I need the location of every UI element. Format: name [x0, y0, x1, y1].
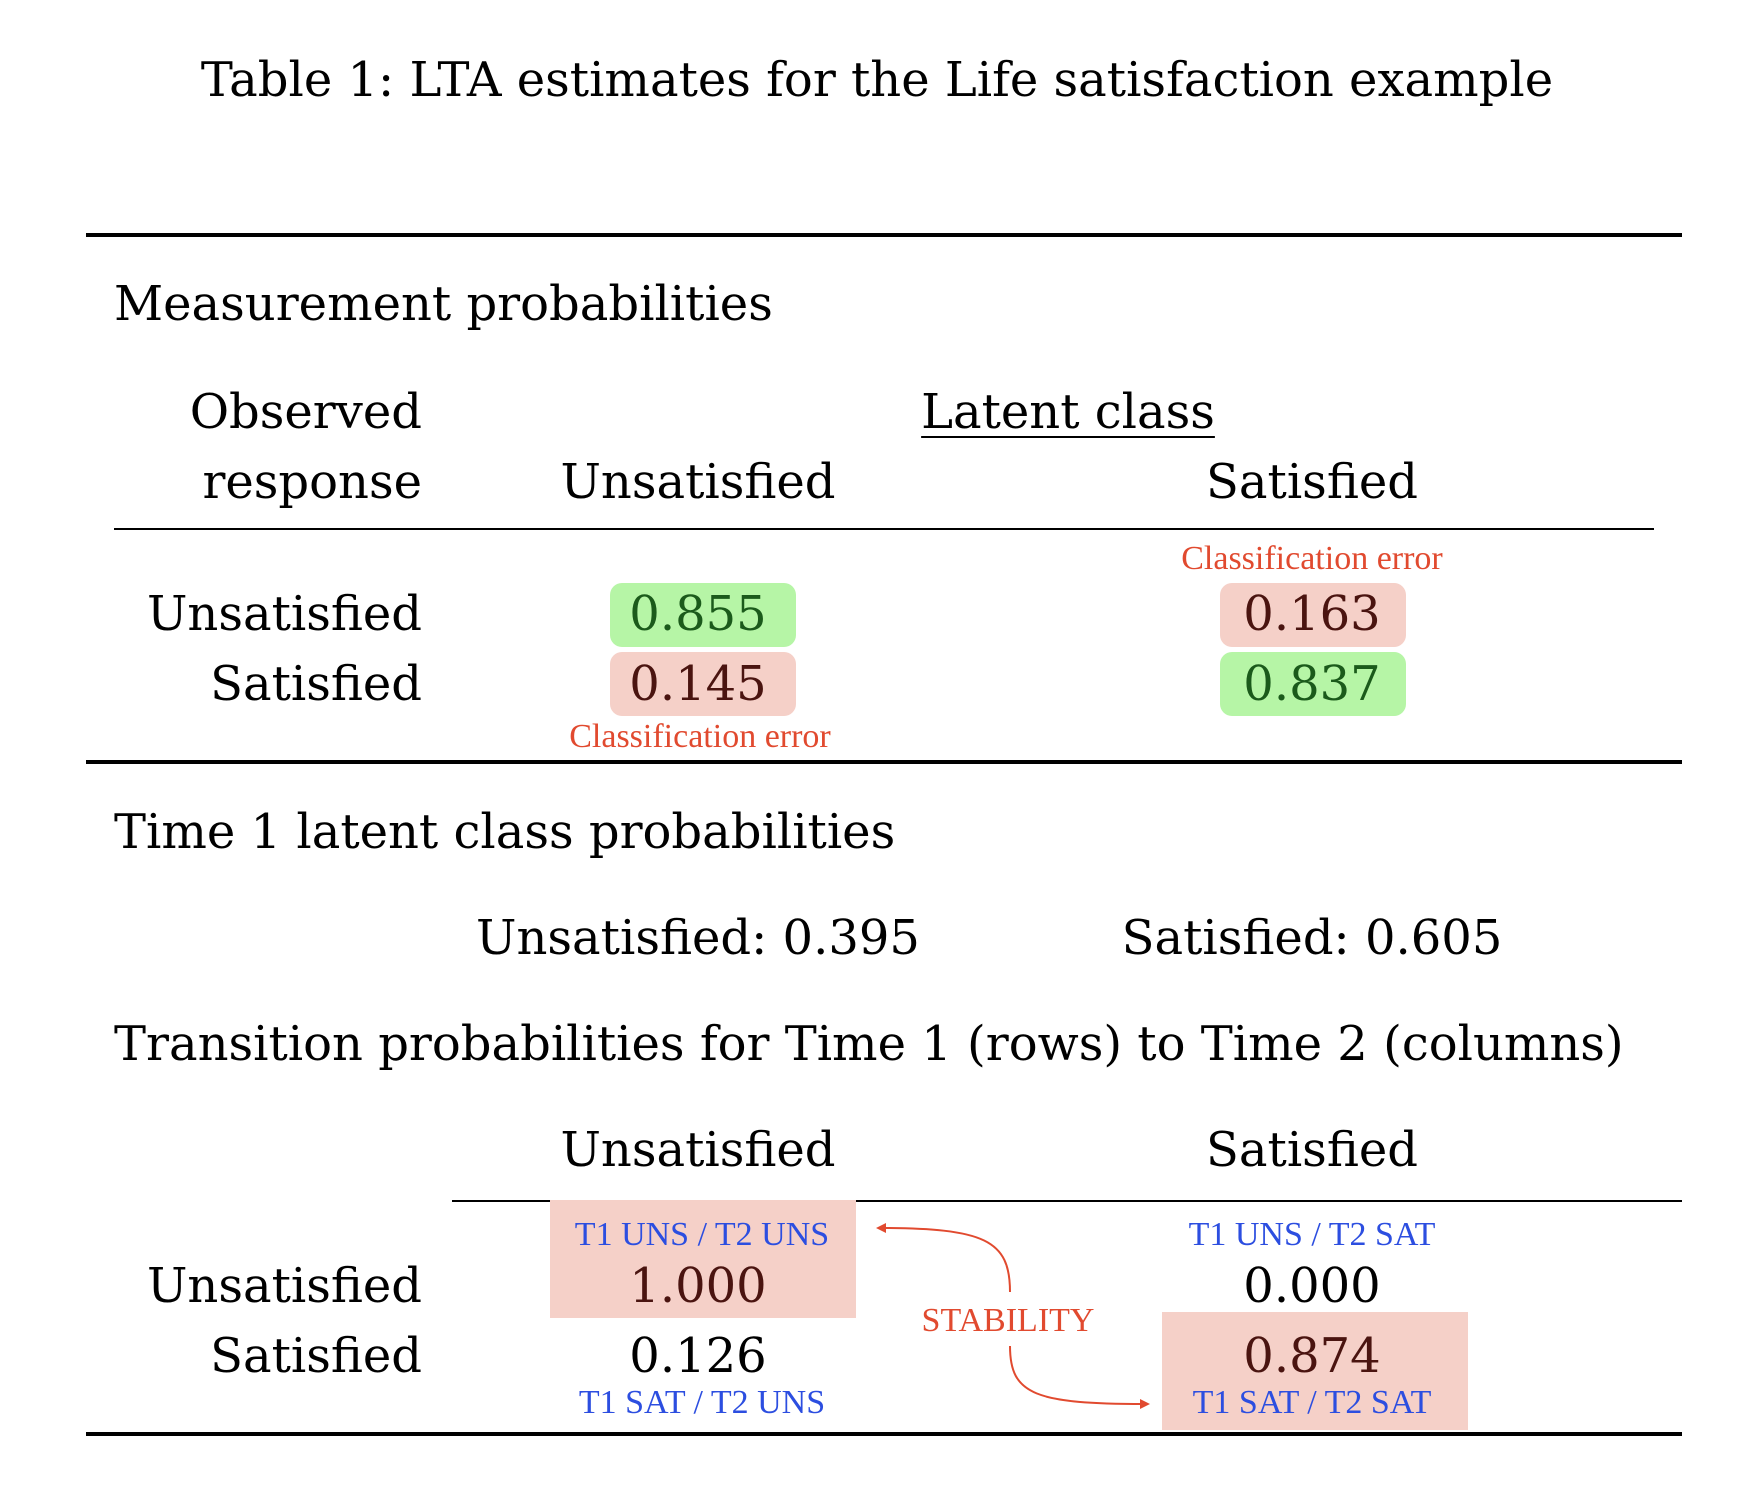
- transition-section-title: Transition probabilities for Time 1 (row…: [114, 1016, 1624, 1072]
- measurement-col-satisfied: Satisfied: [1206, 454, 1418, 510]
- stability-arrow-down: [1009, 1345, 1150, 1409]
- measurement-value-sat-uns: 0.145: [629, 656, 767, 712]
- classification-error-highlight: [610, 652, 796, 716]
- transition-label-sat-uns: T1 SAT / T2 UNS: [578, 1384, 826, 1421]
- measurement-row-unsatisfied: Unsatisfied: [146, 586, 422, 642]
- transition-header-rule: [452, 1200, 1682, 1202]
- transition-value-uns-uns: 1.000: [629, 1258, 767, 1314]
- measurement-value-sat-sat: 0.837: [1243, 656, 1381, 712]
- classification-error-annotation-bottom: Classification error: [569, 718, 831, 755]
- measurement-col-unsatisfied: Unsatisfied: [560, 454, 836, 510]
- transition-label-uns-uns: T1 UNS / T2 UNS: [574, 1216, 830, 1253]
- transition-value-sat-sat: 0.874: [1243, 1328, 1381, 1384]
- measurement-row-satisfied: Satisfied: [210, 656, 422, 712]
- stability-highlight: [550, 1200, 856, 1318]
- row-header-line1: Observed: [189, 384, 422, 440]
- latent-class-header: Latent class: [921, 384, 1215, 440]
- transition-row-satisfied: Satisfied: [210, 1328, 422, 1384]
- transition-col-unsatisfied: Unsatisfied: [560, 1122, 836, 1178]
- measurement-header-rule: [114, 528, 1654, 530]
- transition-value-sat-uns: 0.126: [629, 1328, 767, 1384]
- correct-classification-highlight: [610, 583, 796, 647]
- time1-satisfied: Satisfied: 0.605: [1121, 910, 1503, 966]
- stability-highlight: [1162, 1312, 1468, 1430]
- table-bottom-rule: [86, 1432, 1682, 1436]
- correct-classification-highlight: [1220, 652, 1406, 716]
- transition-col-satisfied: Satisfied: [1206, 1122, 1418, 1178]
- row-header-line2: response: [202, 454, 422, 510]
- time1-unsatisfied: Unsatisfied: 0.395: [476, 910, 920, 966]
- transition-label-sat-sat: T1 SAT / T2 SAT: [1192, 1384, 1432, 1421]
- transition-label-uns-sat: T1 UNS / T2 SAT: [1188, 1216, 1436, 1253]
- section-rule: [86, 760, 1682, 764]
- time1-section-title: Time 1 latent class probabilities: [114, 804, 896, 860]
- measurement-value-uns-uns: 0.855: [629, 586, 767, 642]
- transition-value-uns-sat: 0.000: [1243, 1258, 1381, 1314]
- stability-arrow-up: [876, 1223, 1011, 1293]
- measurement-value-uns-sat: 0.163: [1243, 586, 1381, 642]
- classification-error-annotation-top: Classification error: [1181, 540, 1443, 577]
- measurement-section-title: Measurement probabilities: [114, 276, 773, 332]
- stability-label: STABILITY: [921, 1302, 1095, 1339]
- classification-error-highlight: [1220, 583, 1406, 647]
- table-top-rule: [86, 233, 1682, 237]
- table-caption: Table 1: LTA estimates for the Life sati…: [200, 52, 1554, 108]
- transition-row-unsatisfied: Unsatisfied: [146, 1258, 422, 1314]
